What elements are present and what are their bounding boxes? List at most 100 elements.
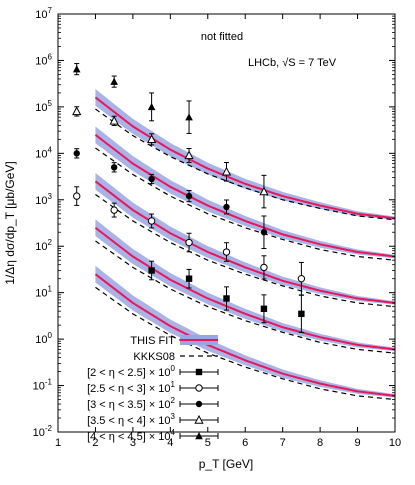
y-tick-base: 10 xyxy=(35,241,47,253)
legend: THIS FIT KKKS08 [2 < η < 2.5] × 100 [2.5… xyxy=(87,335,219,443)
y-tick-base: 10 xyxy=(35,55,47,67)
legend-label-kkks: KKKS08 xyxy=(133,351,175,363)
legend-label-series-0: [2 < η < 2.5] × 100 xyxy=(87,364,175,379)
data-point xyxy=(185,238,193,247)
y-tick-exp: -1 xyxy=(45,378,53,387)
y-tick-label: 101 xyxy=(35,285,52,300)
axis-ticks: 1 2 3 4 5 6 7 8 9 1010-210-1100101102103104105106… xyxy=(33,6,402,449)
legend-sample-marker xyxy=(195,384,203,392)
legend-series-0-exp: 0 xyxy=(171,364,176,373)
y-tick-exp: -2 xyxy=(45,424,53,433)
x-tick-label: 2 xyxy=(92,437,98,449)
legend-label-fit: THIS FIT xyxy=(130,335,175,347)
y-tick-exp: 4 xyxy=(48,145,53,154)
fit-curve xyxy=(94,134,395,258)
kkks-curve xyxy=(95,108,395,221)
legend-series-3-text: [3.5 < η < 4] × 10 xyxy=(87,415,170,427)
y-tick-exp: 5 xyxy=(48,99,53,108)
x-tick-label: 7 xyxy=(280,437,286,449)
y-tick-base: 10 xyxy=(35,148,47,160)
data-point xyxy=(110,206,118,214)
fit-curve xyxy=(94,273,395,397)
legend-series-0-text: [2 < η < 2.5] × 10 xyxy=(87,367,170,379)
data-point xyxy=(297,274,306,283)
data-point xyxy=(146,134,157,144)
y-tick-label: 10-1 xyxy=(33,378,53,393)
fit-curve xyxy=(94,226,395,351)
data-point xyxy=(185,113,193,121)
y-tick-label: 107 xyxy=(35,6,52,21)
data-point xyxy=(260,229,268,236)
y-tick-exp: 0 xyxy=(48,331,53,340)
data-point xyxy=(185,275,193,282)
legend-series-4-text: [4 < η < 4.5] × 10 xyxy=(87,431,170,443)
y-tick-base: 10 xyxy=(35,288,47,300)
data-point xyxy=(223,295,230,302)
y-tick-label: 103 xyxy=(35,192,52,207)
fit-curve xyxy=(94,96,395,220)
y-tick-exp: 3 xyxy=(48,192,53,201)
data-points xyxy=(72,63,306,333)
data-point xyxy=(185,192,193,200)
legend-sample-marker xyxy=(195,368,203,376)
legend-series-4-exp: 4 xyxy=(171,428,176,437)
legend-label-series-4: [4 < η < 4.5] × 104 xyxy=(87,428,175,443)
x-tick-label: 1 xyxy=(55,437,61,449)
y-tick-exp: 1 xyxy=(48,285,53,294)
fit-curve xyxy=(94,180,395,304)
data-point xyxy=(147,102,156,111)
y-tick-base: 10 xyxy=(35,195,47,207)
y-tick-label: 104 xyxy=(35,145,52,160)
plot-frame xyxy=(57,13,396,433)
data-point xyxy=(259,186,269,196)
x-tick-label: 8 xyxy=(317,437,323,449)
data-point xyxy=(184,150,194,160)
x-axis-label: p_T [GeV] xyxy=(199,457,253,471)
kkks-curve xyxy=(95,193,395,308)
y-tick-exp: 2 xyxy=(48,238,53,247)
data-point xyxy=(109,115,119,125)
legend-label-series-2: [3 < η < 3.5] × 102 xyxy=(87,396,175,411)
curves xyxy=(94,89,395,401)
data-point xyxy=(260,263,268,272)
x-tick-label: 10 xyxy=(389,437,401,449)
data-point xyxy=(148,267,155,274)
top-annotation: not fitted xyxy=(201,31,243,43)
legend-label-series-3: [3.5 < η < 4] × 103 xyxy=(87,412,175,427)
data-point xyxy=(222,248,231,256)
data-point xyxy=(148,175,155,183)
legend-series-2-exp: 2 xyxy=(171,396,176,405)
data-point xyxy=(73,192,81,200)
legend-series-2-text: [3 < η < 3.5] × 10 xyxy=(87,399,170,411)
y-tick-base: 10 xyxy=(35,334,47,346)
data-point xyxy=(72,106,82,116)
data-point xyxy=(298,310,305,318)
data-point xyxy=(260,305,268,312)
x-tick-label: 9 xyxy=(354,437,360,449)
x-tick-label: 6 xyxy=(242,437,248,449)
data-point xyxy=(110,77,118,85)
kkks-curve xyxy=(95,240,395,354)
legend-series-3-exp: 3 xyxy=(171,412,176,421)
x-tick-label: 5 xyxy=(205,437,211,449)
legend-marks xyxy=(179,335,219,440)
y-axis-label: 1/Δη dσ/dp_T [μb/GeV] xyxy=(3,161,17,285)
y-tick-base: 10 xyxy=(35,102,47,114)
y-tick-exp: 6 xyxy=(48,52,53,61)
y-tick-base: 10 xyxy=(33,427,45,439)
data-point xyxy=(221,166,232,176)
experiment-annotation: LHCb, √S = 7 TeV xyxy=(248,57,337,69)
y-tick-label: 10-2 xyxy=(33,424,53,439)
y-tick-label: 102 xyxy=(35,238,52,253)
y-tick-exp: 7 xyxy=(48,6,53,15)
legend-sample-marker xyxy=(195,432,203,440)
kkks-curve xyxy=(95,286,395,401)
legend-series-1-text: [2.5 < η < 3] × 10 xyxy=(87,383,170,395)
x-tick-label: 4 xyxy=(167,437,173,449)
legend-sample-marker xyxy=(194,414,204,424)
y-tick-label: 100 xyxy=(35,331,52,346)
x-tick-label: 3 xyxy=(130,437,136,449)
y-tick-label: 106 xyxy=(35,52,52,67)
